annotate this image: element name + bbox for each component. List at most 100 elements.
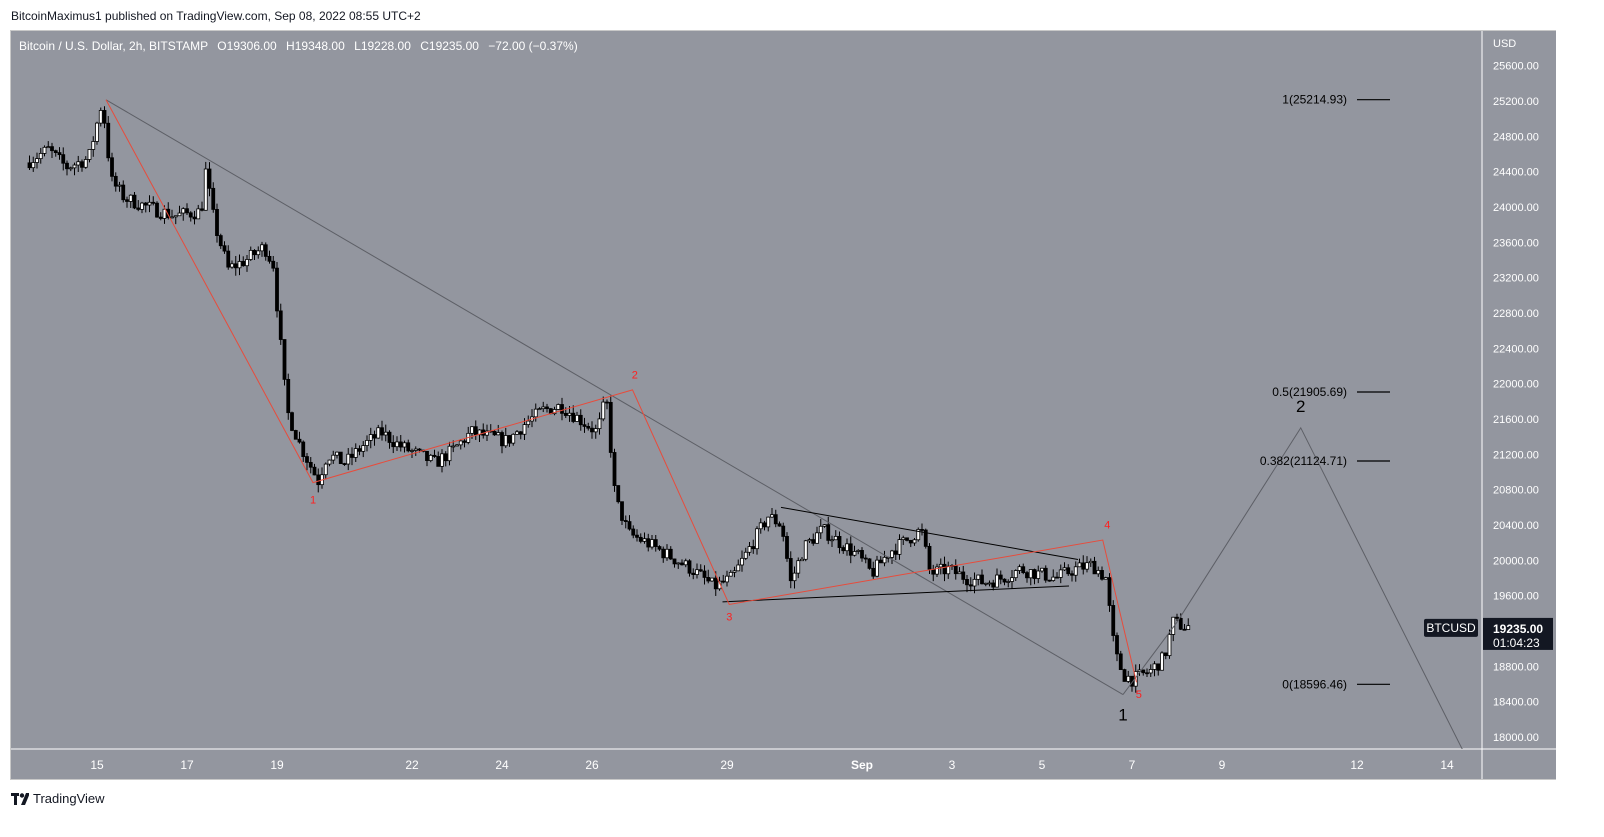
candle-down [942, 563, 947, 575]
candle-up [1062, 567, 1067, 571]
candle-up [1186, 625, 1191, 630]
candle-up [87, 149, 92, 160]
candles [27, 106, 1191, 693]
candle-up [496, 432, 501, 436]
candle-down [582, 424, 587, 427]
candle-down [342, 463, 347, 465]
candle-down [1182, 628, 1187, 631]
candle-down [773, 514, 778, 525]
candle-down [931, 568, 936, 575]
time-tick-label: 7 [1129, 758, 1136, 772]
candle-up [1073, 566, 1078, 576]
fib-level-label: 0.382(21124.71) [1260, 454, 1347, 468]
candle-down [192, 216, 197, 220]
candle-down [125, 199, 129, 202]
candle-up [541, 406, 546, 410]
candle-down [1107, 577, 1112, 606]
candle-up [1126, 675, 1131, 682]
candle-down [953, 565, 958, 575]
candle-down [188, 212, 193, 218]
candle-down [436, 456, 441, 467]
candle-up [875, 559, 879, 577]
candle-down [380, 427, 384, 436]
candle-up [335, 451, 339, 456]
close-value: 19235.00 [428, 39, 479, 53]
candle-down [110, 157, 114, 177]
candle-up [882, 556, 887, 564]
candle-down [811, 539, 816, 544]
candle-down [706, 577, 711, 582]
candle-up [395, 441, 399, 448]
candle-up [533, 408, 538, 418]
candle-down [1118, 653, 1123, 670]
candle-down [50, 146, 54, 152]
plot-layer: 12345121(25214.93)0.5(21905.69)0.382(211… [27, 93, 1463, 749]
candle-down [102, 110, 107, 124]
candle-down [612, 452, 617, 486]
candle-up [76, 161, 81, 166]
candle-down [241, 261, 246, 267]
candle-up [503, 435, 508, 447]
candle-down [185, 208, 189, 214]
candle-up [1058, 569, 1063, 578]
candle-up [556, 404, 561, 410]
candle-up [485, 430, 489, 436]
open-label: O [217, 39, 227, 53]
candle-down [635, 534, 639, 538]
candle-down [1032, 569, 1037, 579]
candle-down [275, 267, 279, 312]
candle-down [1092, 560, 1097, 575]
price-tick-label: 24800.00 [1493, 131, 1539, 143]
candle-down [462, 440, 467, 443]
candle-up [792, 572, 797, 582]
candle-down [27, 162, 32, 169]
price-tick-label: 18800.00 [1493, 661, 1539, 673]
publish-header: BitcoinMaximus1 published on TradingView… [11, 9, 421, 23]
candle-up [987, 582, 992, 585]
candle-down [297, 438, 302, 443]
candle-down [143, 202, 148, 206]
candle-up [770, 514, 774, 518]
candle-down [1115, 635, 1119, 655]
candle-up [665, 548, 669, 559]
tradingview-logo[interactable]: TradingView [11, 791, 105, 806]
wave-label: 5 [1136, 689, 1142, 701]
candle-down [305, 456, 309, 463]
symbol-name[interactable]: Bitcoin / U.S. Dollar, 2h, BITSTAMP [19, 39, 208, 53]
candle-up [575, 414, 579, 422]
low-value: 19228.00 [360, 39, 411, 53]
price-tick-label: 22400.00 [1493, 343, 1539, 355]
candle-up [833, 536, 838, 541]
candle-up [458, 440, 463, 446]
candle-down [608, 401, 613, 453]
candle-down [218, 235, 223, 247]
candle-down [473, 426, 478, 436]
candle-down [226, 250, 231, 268]
wave-path [105, 99, 1137, 683]
candle-up [46, 146, 51, 149]
candle-up [515, 431, 519, 435]
candle-up [368, 434, 373, 441]
candle-down [113, 175, 118, 187]
candle-down [860, 550, 864, 559]
candle-down [57, 152, 62, 156]
candle-down [841, 547, 846, 552]
candle-up [650, 539, 654, 548]
candle-up [683, 560, 688, 566]
candle-down [590, 427, 594, 433]
candle-up [353, 448, 358, 458]
candle-down [680, 562, 684, 566]
candle-down [638, 536, 643, 542]
candle-down [492, 430, 497, 436]
time-tick-label: 5 [1039, 758, 1046, 772]
candle-down [387, 431, 392, 443]
candle-down [631, 528, 636, 536]
price-tick-label: 20800.00 [1493, 485, 1539, 497]
candle-down [215, 209, 219, 236]
candle-down [252, 249, 257, 256]
candle-down [443, 453, 448, 462]
candle-up [1085, 562, 1089, 570]
candle-down [871, 567, 876, 577]
candle-down [372, 434, 377, 439]
